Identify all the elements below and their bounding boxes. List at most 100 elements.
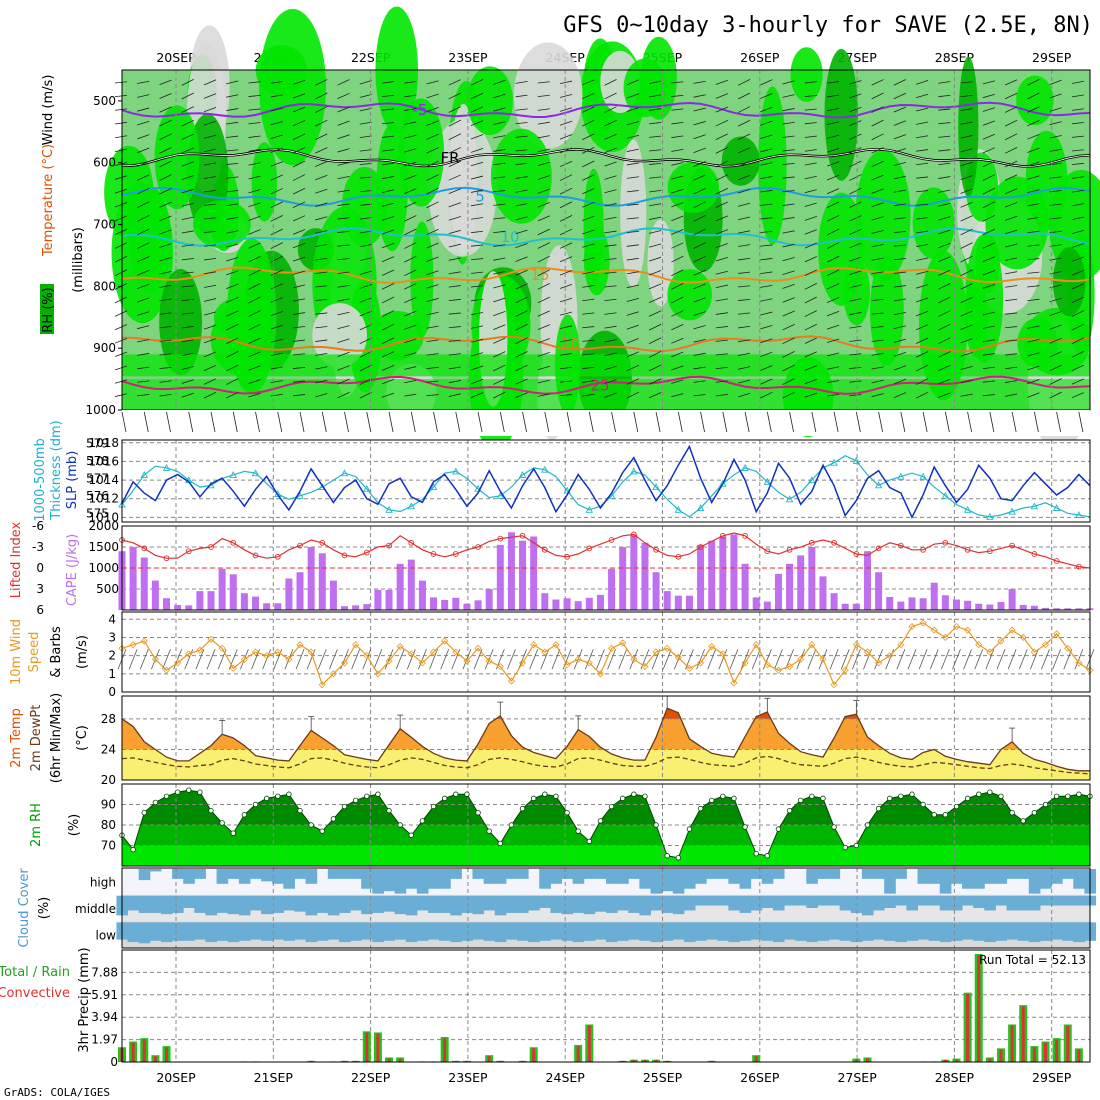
wind-barb — [471, 258, 484, 261]
wind-barb — [849, 215, 862, 222]
cloud-middle-bar — [1028, 895, 1041, 911]
wind-barb — [493, 270, 506, 275]
wind-barb — [359, 337, 372, 344]
wind-barb — [893, 230, 906, 234]
thickness-point — [941, 491, 950, 499]
cloud-middle-bar — [394, 895, 407, 915]
lifted-index-point — [1076, 563, 1082, 570]
cloud-low-bar — [516, 922, 529, 941]
wind-barb — [537, 269, 550, 277]
wind-barb — [537, 121, 550, 125]
wind-barb — [159, 393, 172, 397]
wind-barb — [871, 202, 884, 208]
rh-point — [864, 822, 871, 828]
cloud-middle-bar — [1017, 895, 1030, 911]
wind-barb — [693, 242, 706, 249]
y-tick-label: 1000 — [85, 403, 116, 417]
rh-border — [121, 783, 1091, 867]
thickness-point — [518, 470, 527, 478]
wind-barb — [916, 149, 929, 152]
wind-barb — [915, 378, 929, 385]
wind-barb — [404, 228, 417, 236]
lifted-index-point — [1009, 542, 1015, 549]
wind-barb — [982, 187, 996, 195]
wind-barb — [515, 108, 528, 111]
wind-barb — [337, 120, 350, 126]
wind-barb — [470, 352, 484, 357]
wind-barb — [693, 147, 706, 153]
wind-barb — [760, 120, 773, 126]
wind-barb — [626, 378, 639, 385]
rh-point — [219, 820, 225, 826]
wind-barb — [893, 148, 906, 153]
wind-barb — [826, 255, 840, 263]
wind-barb — [493, 297, 506, 303]
wind-speed-point — [196, 646, 204, 654]
rh-tick-label: 70 — [101, 839, 116, 853]
rh-very-moist-blob — [721, 136, 760, 186]
rh-point — [152, 799, 159, 806]
wind-barb — [137, 311, 150, 316]
wind-barb — [938, 202, 951, 207]
wind-barb — [938, 108, 951, 111]
surface-wind-barb — [188, 411, 194, 433]
cloud-low-bar — [138, 922, 151, 944]
isotherm-line-highlight — [121, 148, 1091, 167]
wind-barb — [559, 160, 573, 168]
wind-speed-point — [941, 633, 949, 642]
wind-barb — [648, 323, 662, 331]
cloud-high-bar — [1062, 869, 1074, 879]
cloud-low-bar — [617, 922, 629, 941]
wind-barb — [448, 353, 461, 356]
rh-point — [720, 793, 726, 799]
thickness-point — [1030, 502, 1039, 510]
wind-barb — [1018, 649, 1028, 670]
wind-speed-point — [952, 622, 961, 631]
wind-speed-point — [930, 626, 938, 634]
cloud-middle-bar — [127, 895, 140, 911]
wind-barb — [159, 160, 172, 168]
wind-barb — [337, 271, 350, 274]
wind-speed-point — [574, 655, 582, 663]
cloud-low-bar — [305, 922, 318, 943]
wind-barb — [292, 147, 306, 154]
lifted-index-point — [987, 548, 993, 555]
wind-barb — [715, 133, 729, 141]
lifted-tick-label: 0 — [36, 561, 44, 575]
wind-barb — [404, 338, 417, 344]
wind-barb — [426, 174, 439, 181]
cloud-high-bar — [149, 869, 162, 872]
surface-wind-barb — [722, 411, 728, 433]
wind-barb — [203, 148, 217, 153]
wind-speed-point — [374, 670, 382, 678]
wind-barb — [649, 189, 662, 193]
wind-barb — [359, 230, 372, 234]
cloud-high-bar — [683, 869, 696, 889]
wind-speed-point — [697, 659, 705, 667]
wind-barb — [470, 338, 484, 343]
surface-wind-barb — [522, 411, 527, 433]
wind-barb — [470, 147, 484, 153]
cape-bar — [496, 544, 504, 610]
precip-convective-bar — [398, 1058, 402, 1062]
thickness-border — [121, 439, 1091, 523]
wind-barb — [760, 351, 773, 358]
wind-barb — [181, 325, 194, 329]
wind-barb — [582, 298, 595, 302]
cloud-high-bar — [561, 869, 574, 879]
cloud-high-bar — [995, 869, 1008, 884]
wind-barb — [292, 80, 306, 85]
cloud-row-label: low — [96, 929, 117, 943]
wind-barb — [270, 283, 283, 290]
wind-barb — [582, 366, 595, 370]
cloud-high-bar — [138, 869, 151, 881]
wind-barb — [507, 649, 516, 670]
rh-point — [631, 791, 637, 797]
wind-barb — [982, 93, 995, 99]
cloud-low-bar — [984, 922, 996, 943]
cloud-middle-bar — [717, 895, 729, 906]
wind-barb — [270, 201, 283, 209]
rh-point — [909, 791, 915, 797]
cloud-low-bar — [505, 922, 518, 940]
wind-barb — [404, 174, 417, 181]
